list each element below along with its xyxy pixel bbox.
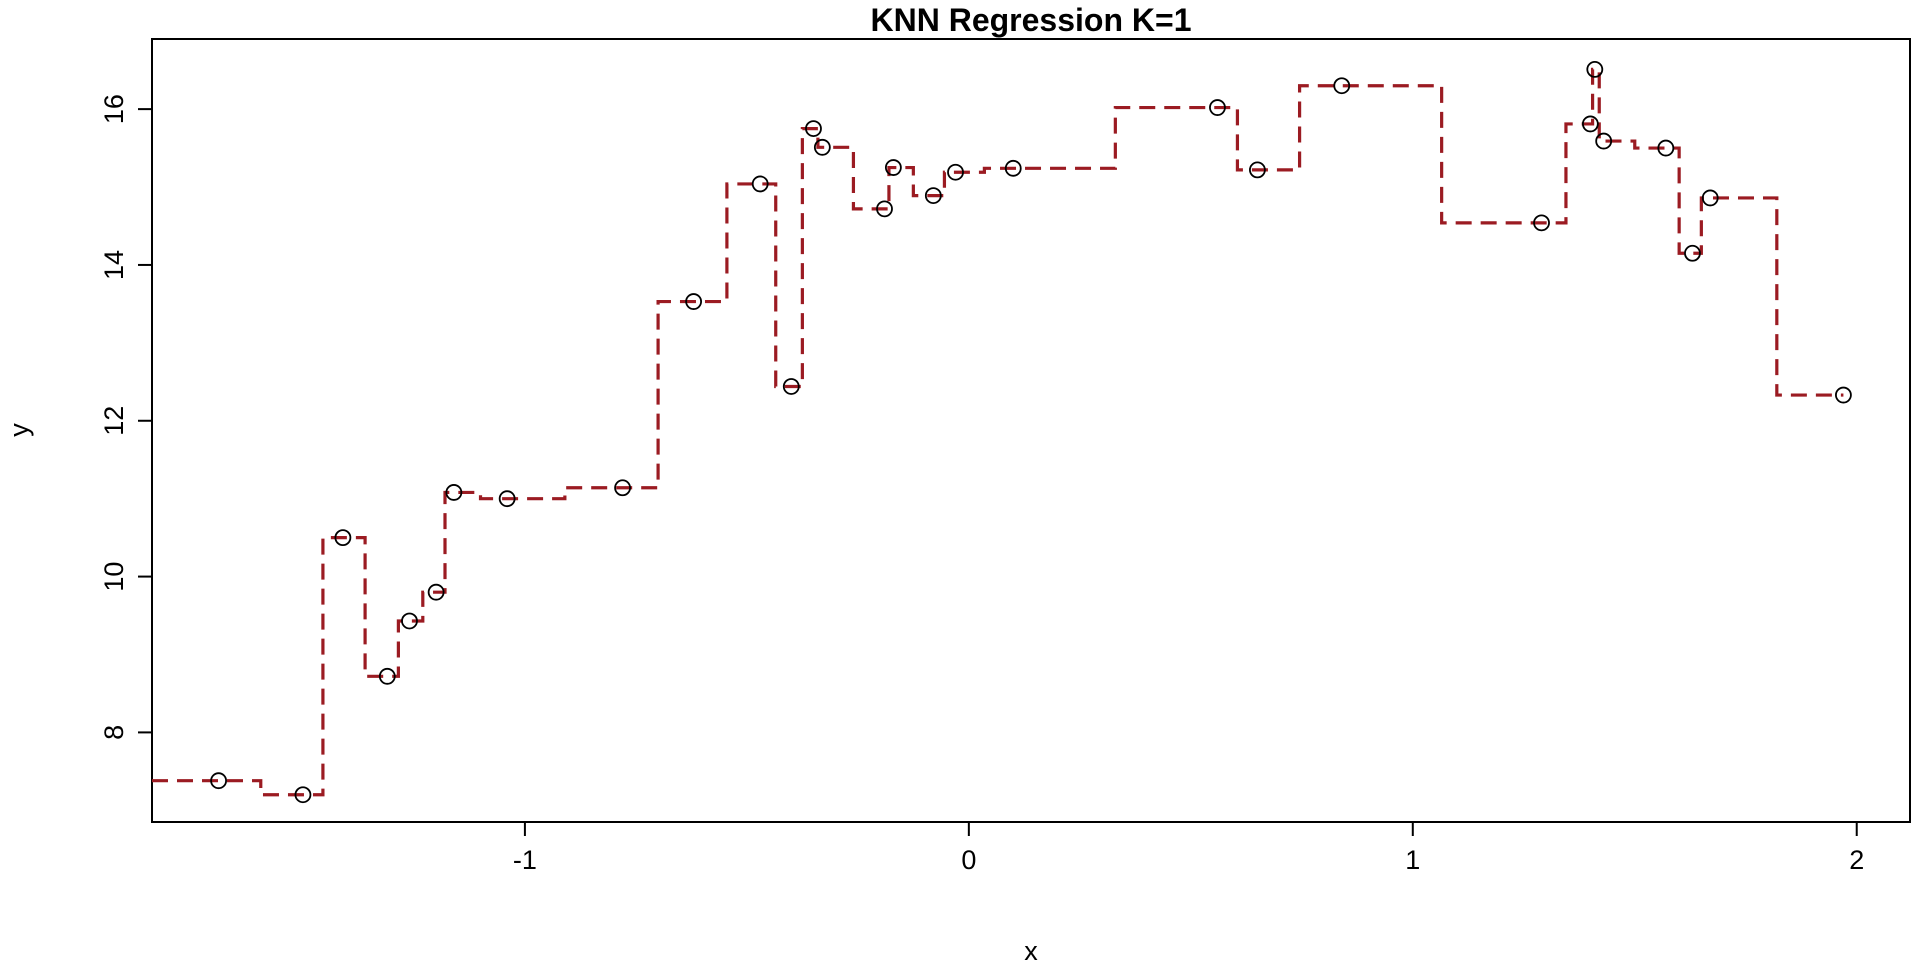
knn-step-line-layer xyxy=(152,67,1844,797)
chart-title: KNN Regression K=1 xyxy=(871,2,1192,38)
data-point-19 xyxy=(1209,99,1226,116)
data-point-17 xyxy=(947,163,964,181)
data-point-0 xyxy=(210,772,227,790)
data-point-26 xyxy=(1657,139,1675,157)
data-point-24 xyxy=(1586,60,1604,78)
y-axis-label: y xyxy=(4,423,34,437)
data-point-6 xyxy=(445,484,463,501)
data-point-7 xyxy=(498,490,516,508)
data-point-23 xyxy=(1581,115,1599,133)
data-points-layer xyxy=(210,60,1852,804)
data-point-9 xyxy=(685,293,703,310)
y-tick-label-0: 8 xyxy=(99,725,129,740)
data-point-29 xyxy=(1835,386,1852,404)
data-point-13 xyxy=(813,138,831,156)
y-tick-label-3: 14 xyxy=(99,250,129,280)
data-point-16 xyxy=(924,187,942,205)
data-point-3 xyxy=(378,667,396,685)
data-point-21 xyxy=(1333,77,1351,95)
data-point-28 xyxy=(1701,189,1719,207)
x-tick-label-0: -1 xyxy=(513,845,537,875)
data-point-20 xyxy=(1249,161,1266,179)
data-point-12 xyxy=(805,120,822,137)
x-tick-label-3: 2 xyxy=(1849,845,1864,875)
data-point-22 xyxy=(1533,214,1550,232)
y-tick-label-1: 10 xyxy=(99,562,129,592)
knn-step-line xyxy=(152,67,1844,797)
y-tick-label-2: 12 xyxy=(99,406,129,436)
data-point-1 xyxy=(294,786,312,804)
data-point-8 xyxy=(614,479,631,497)
data-point-25 xyxy=(1595,132,1613,150)
y-tick-label-4: 16 xyxy=(99,94,129,124)
data-point-15 xyxy=(884,159,902,176)
data-point-14 xyxy=(876,200,893,218)
data-point-5 xyxy=(427,583,445,601)
x-tick-label-1: 0 xyxy=(961,845,976,875)
data-point-27 xyxy=(1684,244,1701,262)
plot-frame xyxy=(151,38,1911,823)
data-point-2 xyxy=(334,529,352,547)
data-point-11 xyxy=(782,378,800,395)
data-point-18 xyxy=(1004,159,1022,177)
data-point-10 xyxy=(751,175,769,193)
x-axis-label: x xyxy=(1024,936,1038,960)
x-tick-label-2: 1 xyxy=(1405,845,1420,875)
data-point-4 xyxy=(401,612,418,630)
